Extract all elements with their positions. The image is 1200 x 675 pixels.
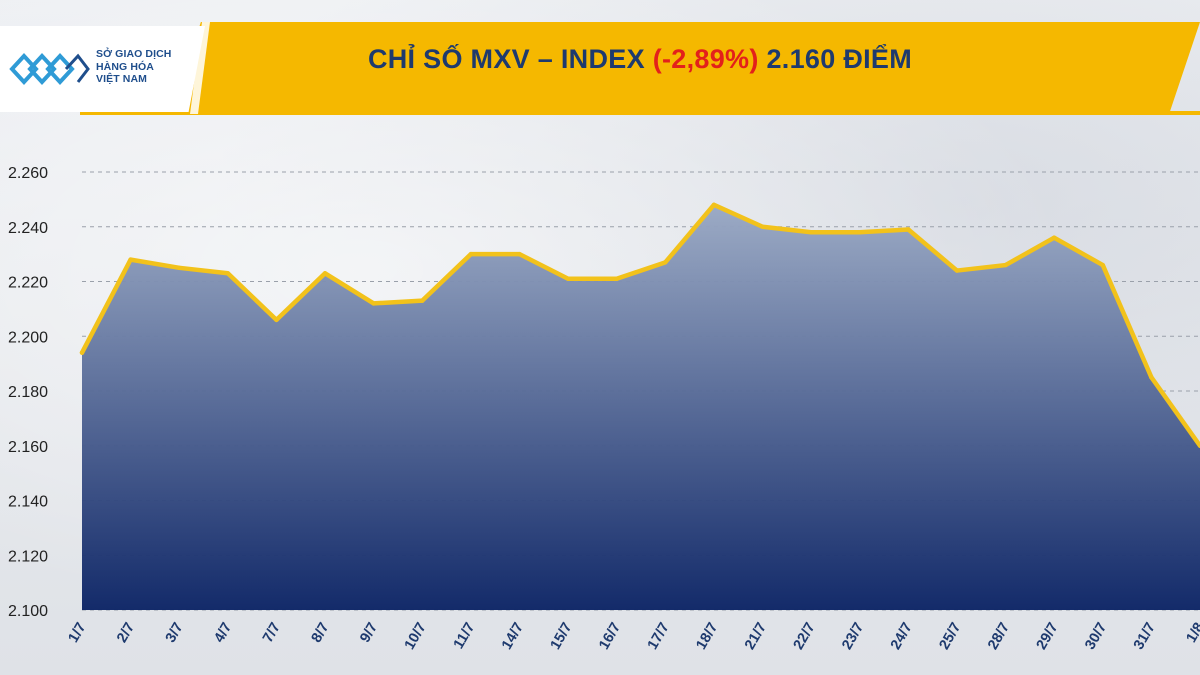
data-point — [371, 301, 376, 306]
x-tick-label: 18/7 — [693, 620, 721, 652]
x-tick-label: 3/7 — [163, 620, 187, 645]
y-tick-label: 2.200 — [8, 329, 48, 346]
y-tick-label: 2.140 — [8, 494, 48, 511]
logo-text: SỞ GIAO DỊCH HÀNG HÓA VIỆT NAM — [96, 48, 172, 86]
data-point — [128, 257, 133, 262]
x-tick-label: 1/8 — [1184, 620, 1200, 645]
data-point — [857, 230, 862, 235]
x-tick-label: 29/7 — [1034, 620, 1062, 652]
y-tick-label: 2.260 — [8, 165, 48, 182]
x-tick-label: 10/7 — [402, 620, 430, 652]
data-point — [1051, 235, 1057, 240]
x-tick-label: 8/7 — [309, 620, 333, 645]
data-point — [177, 265, 182, 271]
x-tick-label: 2/7 — [114, 620, 138, 645]
data-point — [1197, 443, 1200, 448]
x-tick-label: 23/7 — [839, 620, 867, 652]
x-tick-label: 28/7 — [985, 620, 1013, 652]
x-tick-label: 11/7 — [451, 620, 479, 652]
x-tick-label: 16/7 — [596, 620, 624, 652]
data-point — [906, 227, 911, 232]
data-point — [468, 251, 474, 257]
data-point — [614, 276, 619, 281]
x-tick-label: 31/7 — [1131, 620, 1159, 652]
y-axis: 2.100 2.120 2.140 2.160 2.180 2.200 2.220 2.240… — [8, 165, 48, 620]
y-tick-label: 2.220 — [8, 275, 48, 292]
data-point — [420, 298, 425, 303]
chart-title: CHỈ SỐ MXV – INDEX (-2,89%) 2.160 ĐIỂM — [250, 44, 1030, 75]
data-point — [517, 251, 522, 257]
x-tick-label: 21/7 — [742, 620, 770, 652]
header-underline — [80, 111, 1200, 115]
x-tick-label: 1/7 — [66, 620, 90, 645]
logo-line-1: SỞ GIAO DỊCH — [96, 48, 172, 60]
y-tick-label: 2.240 — [8, 220, 48, 237]
x-tick-label: 24/7 — [888, 620, 916, 652]
mxv-logo-icon — [9, 53, 90, 85]
x-tick-label: 14/7 — [499, 620, 527, 652]
y-tick-label: 2.180 — [8, 384, 48, 401]
x-tick-label: 25/7 — [936, 620, 964, 652]
title-change: (-2,89%) — [652, 44, 759, 74]
data-point — [954, 268, 960, 273]
x-tick-label: 9/7 — [357, 620, 381, 645]
data-point — [1003, 262, 1008, 268]
series-line — [79, 202, 1200, 448]
x-tick-label: 7/7 — [260, 620, 284, 645]
data-point — [274, 317, 279, 323]
y-tick-label: 2.120 — [8, 548, 48, 565]
x-tick-label: 30/7 — [1082, 620, 1110, 652]
data-point — [808, 230, 814, 235]
data-point — [322, 271, 328, 276]
x-tick-label: 17/7 — [645, 620, 673, 652]
data-point — [663, 260, 668, 265]
x-axis: 1/7 2/7 3/7 4/7 7/7 8/7 9/7 10/7 11/7 14/7 15/7 16/… — [66, 620, 1200, 652]
x-tick-label: 22/7 — [791, 620, 819, 652]
data-point — [711, 202, 717, 208]
title-suffix: 2.160 ĐIỂM — [766, 44, 913, 74]
logo-line-2: HÀNG HÓA — [96, 60, 154, 73]
x-tick-label: 15/7 — [548, 620, 576, 652]
data-point — [760, 224, 765, 229]
data-point — [565, 276, 571, 281]
logo: SỞ GIAO DỊCH HÀNG HÓA VIỆT NAM — [0, 26, 205, 112]
area-fill — [82, 204, 1200, 610]
title-prefix: CHỈ SỐ MXV – INDEX — [367, 44, 645, 74]
y-tick-label: 2.100 — [8, 603, 48, 620]
data-point — [79, 350, 85, 355]
data-point — [225, 271, 231, 276]
data-point — [1100, 262, 1105, 268]
data-point — [1149, 375, 1154, 380]
x-tick-label: 4/7 — [211, 620, 235, 645]
y-tick-label: 2.160 — [8, 439, 48, 456]
logo-line-3: VIỆT NAM — [96, 73, 147, 85]
header-band — [170, 22, 1200, 114]
